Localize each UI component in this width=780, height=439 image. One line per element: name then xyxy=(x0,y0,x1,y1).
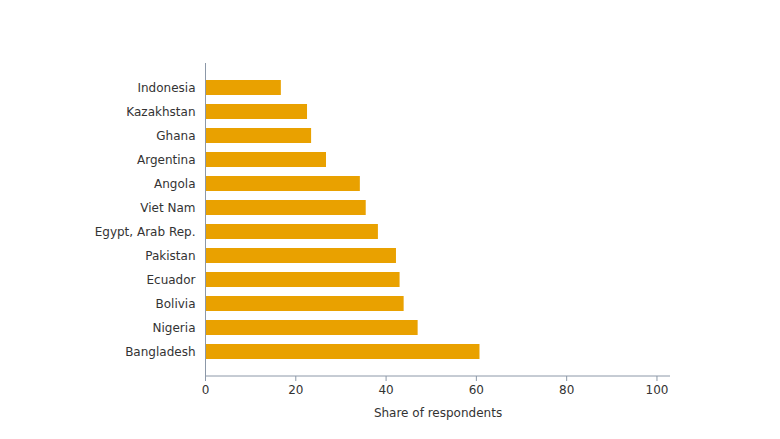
svg-text:Argentina: Argentina xyxy=(137,153,196,167)
svg-text:Ecuador: Ecuador xyxy=(146,273,195,287)
svg-text:20: 20 xyxy=(288,383,303,397)
svg-text:Bolivia: Bolivia xyxy=(155,297,195,311)
svg-text:Pakistan: Pakistan xyxy=(145,249,195,263)
svg-text:Ghana: Ghana xyxy=(156,129,195,143)
svg-text:Egypt, Arab Rep.: Egypt, Arab Rep. xyxy=(95,225,196,239)
svg-text:Viet Nam: Viet Nam xyxy=(140,201,195,215)
svg-text:Nigeria: Nigeria xyxy=(153,321,196,335)
svg-text:Kazakhstan: Kazakhstan xyxy=(126,105,195,119)
svg-text:40: 40 xyxy=(378,383,393,397)
svg-text:80: 80 xyxy=(559,383,574,397)
svg-text:100: 100 xyxy=(646,383,669,397)
svg-text:Share of respondents: Share of respondents xyxy=(374,406,502,420)
svg-text:0: 0 xyxy=(202,383,210,397)
svg-text:Bangladesh: Bangladesh xyxy=(125,345,195,359)
svg-text:Indonesia: Indonesia xyxy=(137,81,195,95)
svg-text:60: 60 xyxy=(469,383,484,397)
svg-text:Angola: Angola xyxy=(154,177,195,191)
